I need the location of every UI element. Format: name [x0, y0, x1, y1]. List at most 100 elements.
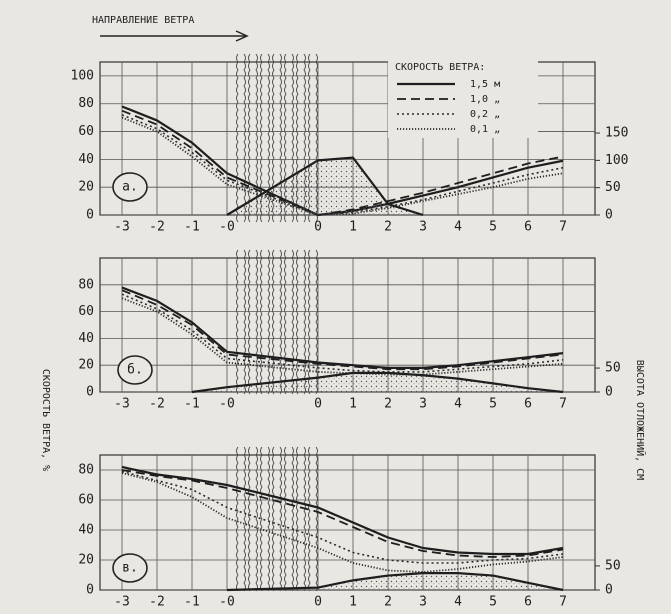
- y-tick-label: 20: [78, 358, 94, 373]
- y-tick-label: 0: [86, 208, 94, 223]
- y-tick-label: 40: [78, 152, 94, 167]
- tree-belt: [248, 446, 251, 592]
- deposit-line: [191, 371, 564, 394]
- x-tick-label: 0: [314, 397, 322, 412]
- tree-belt: [284, 249, 287, 395]
- deposit-area: [227, 157, 423, 215]
- x-tick-label: 6: [524, 220, 532, 235]
- tree-belt: [243, 249, 246, 395]
- legend-label: 0,1 „: [470, 124, 500, 135]
- tree-belt: [255, 53, 258, 223]
- x-tick-label: 7: [559, 220, 567, 235]
- x-tick-label: 7: [559, 397, 567, 412]
- tree-belt: [315, 249, 318, 395]
- y-tick-label: 80: [78, 96, 94, 111]
- x-tick-label: 3: [419, 397, 427, 412]
- y2-axis-label: ВЫСОТА ОТЛОЖЕНИЙ, СМ: [634, 360, 647, 480]
- panel-label: а.: [122, 180, 138, 195]
- tree-belt: [236, 249, 239, 395]
- legend-title: СКОРОСТЬ ВЕТРА:: [395, 62, 485, 73]
- panel-label-ring: [117, 355, 153, 385]
- x-tick-label: -3: [114, 397, 130, 412]
- x-tick-label: 4: [454, 220, 462, 235]
- tree-belt: [267, 249, 270, 395]
- tree-belt: [308, 249, 311, 395]
- x-tick-label: 3: [419, 595, 427, 610]
- x-tick-label: 4: [454, 595, 462, 610]
- y-tick-label: 0: [86, 583, 94, 598]
- x-tick-label: 1: [349, 220, 357, 235]
- y2-tick-label: 150: [605, 126, 628, 141]
- y2-tick-label: 50: [605, 361, 621, 376]
- y-tick-label: 80: [78, 463, 94, 478]
- panel-label-ring: [112, 553, 148, 583]
- deposit-area: [192, 372, 563, 392]
- x-tick-label: -1: [184, 220, 200, 235]
- wind-line: [121, 472, 564, 573]
- y-tick-label: 60: [78, 124, 94, 139]
- x-tick-label: 6: [524, 595, 532, 610]
- legend-label: 1,5 м: [470, 79, 500, 90]
- x-tick-label: 5: [489, 595, 497, 610]
- x-tick-label: 5: [489, 220, 497, 235]
- x-tick-label: -2: [149, 397, 165, 412]
- tree-belt: [267, 446, 270, 592]
- tree-belt: [248, 53, 251, 223]
- x-tick-label: 7: [559, 595, 567, 610]
- x-tick-label: 0: [314, 220, 322, 235]
- tree-belt: [248, 249, 251, 395]
- y-tick-label: 60: [78, 304, 94, 319]
- deposit-line: [226, 572, 564, 592]
- wind-line: [121, 465, 564, 556]
- x-tick-label: 1: [349, 595, 357, 610]
- y-tick-label: 20: [78, 180, 94, 195]
- y-tick-label: 0: [86, 385, 94, 400]
- wind-line: [121, 293, 564, 373]
- panel: 0 20 40 60 80 0 50 -3 -2 -1 -0 0 1 2 3 4 5 6 7 б.: [78, 249, 621, 412]
- tree-belt: [296, 446, 299, 592]
- wind-line: [121, 289, 564, 371]
- x-tick-label: -1: [184, 595, 200, 610]
- tree-belt: [272, 249, 275, 395]
- deposit-line: [226, 156, 424, 217]
- y2-tick-label: 0: [605, 583, 613, 598]
- wind-line: [121, 114, 564, 216]
- tree-belt: [255, 446, 258, 592]
- deposit-area: [227, 573, 563, 590]
- x-tick-label: -0: [219, 397, 235, 412]
- legend-box: [388, 58, 538, 138]
- x-tick-label: 1: [349, 397, 357, 412]
- tree-belt: [260, 249, 263, 395]
- x-tick-label: -2: [149, 220, 165, 235]
- y-tick-label: 80: [78, 277, 94, 292]
- tree-belt: [291, 446, 294, 592]
- tree-belt: [315, 446, 318, 592]
- x-tick-label: -3: [114, 220, 130, 235]
- tree-belt: [279, 249, 282, 395]
- wind-line: [121, 470, 564, 564]
- y-tick-label: 40: [78, 523, 94, 538]
- legend: СКОРОСТЬ ВЕТРА: 1,5 м 1,0 „ 0,2 „ 0,1 „: [388, 58, 538, 138]
- tree-belt: [279, 446, 282, 592]
- y-tick-label: 60: [78, 493, 94, 508]
- tree-belt: [236, 53, 239, 223]
- y-tick-label: 100: [71, 68, 94, 83]
- tree-belt: [255, 249, 258, 395]
- tree-belt: [236, 446, 239, 592]
- tree-belt: [272, 446, 275, 592]
- wind-line: [121, 109, 564, 216]
- panel-label: б.: [127, 363, 143, 378]
- y-tick-label: 40: [78, 331, 94, 346]
- x-tick-label: 2: [384, 397, 392, 412]
- x-tick-label: 2: [384, 220, 392, 235]
- legend-label: 0,2 „: [470, 109, 500, 120]
- x-tick-label: 4: [454, 397, 462, 412]
- tree-belt: [308, 446, 311, 592]
- wind-line: [121, 286, 564, 369]
- tree-belt: [260, 446, 263, 592]
- x-tick-label: 0: [314, 595, 322, 610]
- x-tick-label: -2: [149, 595, 165, 610]
- y-axis-label: СКОРОСТЬ ВЕТРА, %: [40, 369, 51, 471]
